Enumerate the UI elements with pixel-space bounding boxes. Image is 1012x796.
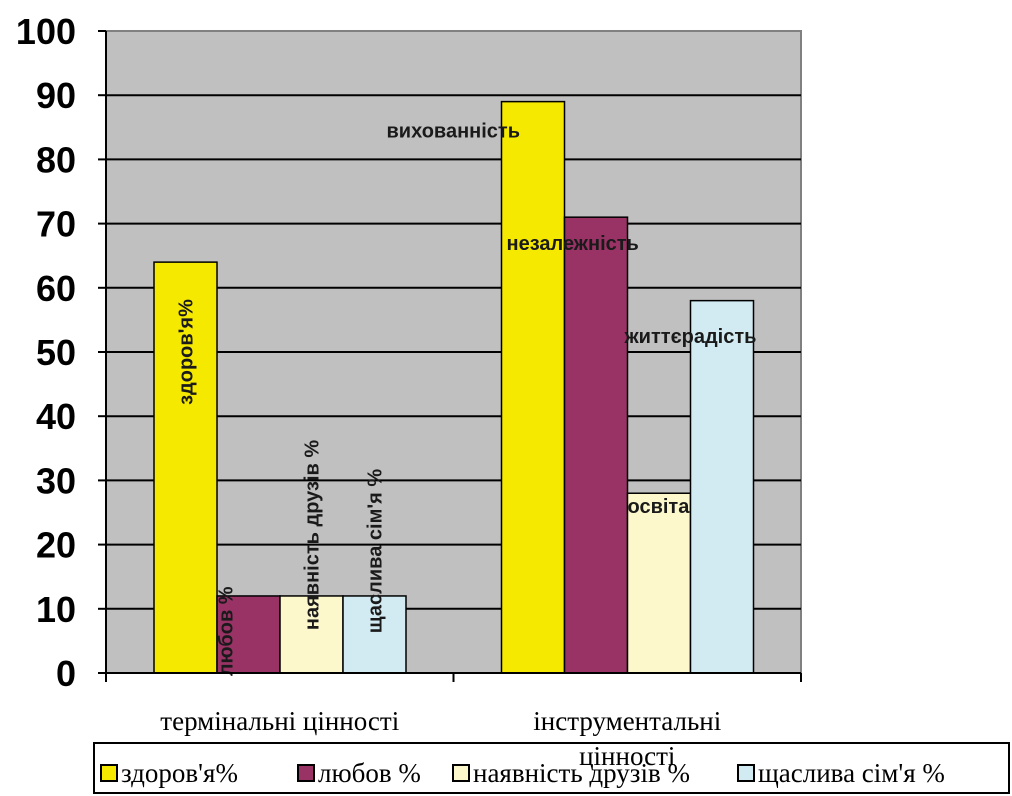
y-tick-label: 0 — [56, 653, 76, 694]
bar-data-label: щаслива сім'я % — [365, 469, 387, 634]
bar-2-1 — [500, 100, 566, 674]
legend-label: любов % — [318, 758, 421, 788]
category-labels: термінальні цінності інструментальні цінно… — [160, 706, 721, 771]
bar-data-label: любов % — [216, 586, 238, 676]
bar-labels: здоров'я% любов % наявність друзів % щаслив… — [176, 121, 757, 677]
legend: здоров'я% любов % наявність друзів % щаслив… — [93, 742, 1010, 794]
y-tick-label: 30 — [36, 460, 76, 501]
bar-data-label: освіта — [628, 496, 691, 518]
bar-data-label: наявність друзів % — [302, 440, 324, 630]
y-tick-label: 60 — [36, 268, 76, 309]
axes — [98, 30, 802, 682]
y-tick-label: 40 — [36, 396, 76, 437]
y-tick-label: 100 — [16, 11, 76, 52]
x-category-label: інструментальні — [533, 706, 721, 736]
y-tick-labels: 0 10 20 30 40 50 60 70 80 90 100 — [16, 11, 76, 694]
legend-label: наявність друзів % — [473, 758, 690, 788]
legend-box — [93, 742, 1010, 794]
y-tick-label: 80 — [36, 139, 76, 180]
y-tick-label: 70 — [36, 204, 76, 245]
y-tick-label: 90 — [36, 75, 76, 116]
legend-swatch — [297, 764, 315, 782]
y-tick-label: 20 — [36, 525, 76, 566]
bar-data-label: здоров'я% — [176, 299, 198, 405]
y-tick-label: 50 — [36, 332, 76, 373]
legend-swatch — [452, 764, 470, 782]
bar-2-3 — [626, 492, 692, 674]
bar-data-label: життєрадість — [624, 326, 757, 348]
bar-2-2 — [563, 216, 629, 674]
legend-swatch — [737, 764, 755, 782]
bar-2-4 — [689, 299, 755, 674]
bars — [153, 100, 755, 674]
x-category-label: термінальні цінності — [160, 706, 399, 736]
bar-data-label: незалежність — [507, 233, 639, 255]
legend-swatch — [100, 764, 118, 782]
bar-data-label: вихованність — [387, 121, 521, 143]
x-category-label: цінності — [579, 741, 675, 771]
legend-label: здоров'я% — [121, 758, 238, 788]
legend-label: щаслива сім'я % — [758, 758, 945, 788]
y-tick-label: 10 — [36, 589, 76, 630]
